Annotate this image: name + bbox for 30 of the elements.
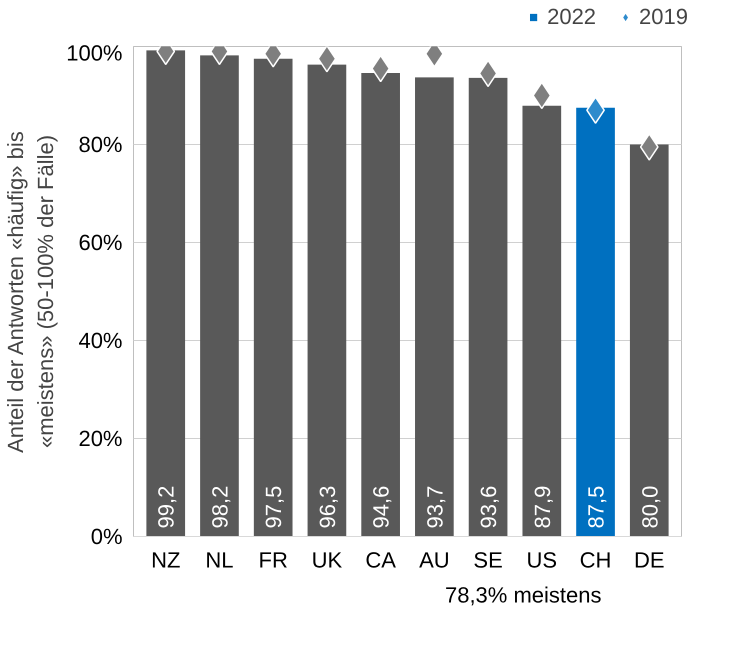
x-tick-label: NL: [205, 548, 234, 572]
data-label: 94,6: [368, 486, 394, 528]
data-label: 93,6: [476, 486, 502, 528]
legend-label: 2019: [639, 4, 688, 30]
data-label: 99,2: [154, 486, 179, 528]
x-tick-label: US: [526, 548, 558, 572]
data-label: 98,2: [207, 486, 232, 528]
x-tick-label: AU: [419, 548, 450, 572]
y-axis-title: Anteil der Antworten «häufig» bis «meistens» (50-100% der Fälle): [3, 131, 58, 453]
y-tick-label: 20%: [78, 426, 123, 451]
text: 78,3% meistens: [444, 582, 602, 608]
y-tick-label: 60%: [78, 230, 123, 255]
x-tick-label: CA: [365, 548, 396, 572]
x-tick-label: NZ: [151, 548, 180, 572]
legend-label: 2022: [547, 4, 596, 30]
data-label: 96,3: [314, 486, 340, 528]
y-tick-label: 0%: [90, 524, 122, 549]
data-label: 87,5: [584, 486, 609, 528]
x-tick-label: SE: [473, 548, 503, 572]
data-label: 87,9: [530, 486, 555, 528]
x-tick-label: UK: [312, 548, 343, 572]
y-tick-label: 100%: [66, 40, 123, 66]
y-tick-label: 80%: [78, 132, 123, 157]
data-label: 97,5: [261, 486, 286, 528]
y-tick-label: 40%: [78, 328, 123, 353]
x-tick-label: DE: [634, 548, 665, 572]
data-label: 93,7: [422, 486, 448, 528]
x-tick-label: FR: [258, 548, 288, 572]
x-tick-label: CH: [580, 548, 612, 572]
data-label: 80,0: [637, 486, 662, 528]
